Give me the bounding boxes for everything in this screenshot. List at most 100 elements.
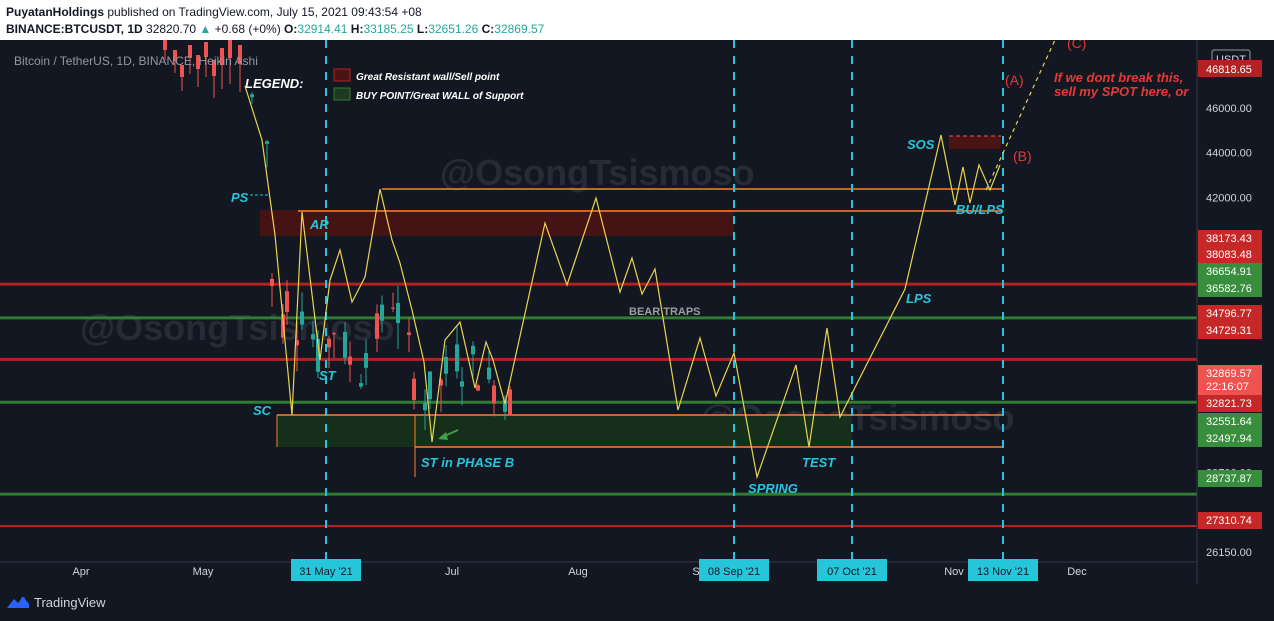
candle-body	[439, 379, 443, 386]
annotation-label: AR	[309, 217, 329, 232]
price-tag	[1198, 395, 1262, 412]
candle-body	[391, 307, 395, 309]
annotation-label: ST in PHASE B	[421, 455, 514, 470]
price-tag-label: 28737.87	[1206, 473, 1252, 485]
x-tick-label: May	[193, 566, 214, 578]
price-tag-label: 32551.64	[1206, 416, 1252, 428]
y-tick-label: 46000.00	[1206, 103, 1252, 115]
price-tag	[1198, 512, 1262, 529]
y-tick-label: 26150.00	[1206, 547, 1252, 559]
price-tag-label: 22:16:07	[1206, 381, 1249, 393]
candle-body	[471, 345, 475, 355]
price-axis[interactable]: USDT46818.6526150.0029700.0034000.003600…	[1196, 40, 1262, 584]
watermark-text: @OsongTsismoso	[440, 152, 754, 193]
close-value: 32869.57	[494, 22, 545, 36]
candle-body	[163, 40, 167, 50]
candle-body	[364, 353, 368, 368]
time-axis[interactable]: Apr May Jul Aug S Nov Dec 31 May '21 08 Sep '21 0…	[0, 559, 1197, 581]
annotation-label: ST	[319, 368, 337, 383]
resist-legend-label: Great Resistant wall/Sell point	[356, 72, 500, 83]
publish-header: PuyatanHoldings published on TradingView…	[0, 0, 1274, 40]
y-tick-label: 42000.00	[1206, 192, 1252, 204]
candle-body	[300, 311, 304, 325]
candle-body	[188, 45, 192, 58]
date-badge-label: 31 May '21	[299, 566, 352, 578]
annotation-label: SPRING	[748, 481, 798, 496]
annotation-label: PS	[231, 190, 249, 205]
candles	[163, 40, 512, 431]
legend-heading: LEGEND:	[245, 76, 304, 91]
date-badge	[699, 559, 769, 581]
candle-body	[428, 371, 432, 400]
price-tag	[1198, 413, 1262, 430]
price-tag	[1198, 280, 1262, 297]
y-tick-label: 44000.00	[1206, 148, 1252, 160]
candle-body	[316, 338, 320, 372]
x-tick-label: Dec	[1067, 566, 1087, 578]
candle-body	[332, 333, 336, 335]
price-tag-label: 32497.94	[1206, 433, 1252, 445]
tradingview-brand[interactable]: TradingView	[34, 595, 106, 610]
date-badge	[817, 559, 887, 581]
annotation-label: (A)	[1005, 72, 1024, 88]
price-tag-label: 27310.74	[1206, 515, 1252, 527]
price-tag-label: 36654.91	[1206, 266, 1252, 278]
watermark-text: @OsongTsismoso	[80, 307, 394, 348]
price-tag-label: 32869.57	[1206, 368, 1252, 380]
price-tag	[1198, 246, 1262, 263]
candle-body	[173, 50, 177, 61]
annotation-label: (C)	[1067, 40, 1086, 51]
price-tag-label: 34796.77	[1206, 308, 1252, 320]
date-badge-label: 08 Sep '21	[708, 566, 760, 578]
candle-body	[295, 340, 299, 346]
x-tick-label: Apr	[72, 566, 89, 578]
resist-swatch	[333, 68, 351, 82]
candle-body	[212, 60, 216, 76]
candle-body	[492, 385, 496, 404]
price-chart[interactable]: @OsongTsismoso@OsongTsismoso@OsongTsismo…	[0, 40, 1274, 584]
candle-body	[311, 334, 315, 340]
candle-body	[375, 313, 379, 339]
up-arrow-icon: ▲	[199, 22, 212, 36]
projection-path	[244, 40, 1056, 480]
chart-title: Bitcoin / TetherUS, 1D, BINANCE, Heikin …	[14, 54, 258, 68]
candle-body	[285, 291, 289, 312]
candle-body	[270, 278, 274, 287]
candle-body	[204, 42, 208, 57]
tradingview-logo-icon[interactable]	[6, 594, 30, 610]
published-text: published on TradingView.com, July 15, 2…	[107, 5, 422, 19]
candle-body	[238, 45, 242, 64]
price-tag-label: 34729.31	[1206, 325, 1252, 337]
footer: TradingView	[0, 584, 1274, 621]
annotation-label: sell my SPOT here, or	[1054, 84, 1189, 99]
price-tag	[1198, 430, 1262, 447]
price-tag	[1198, 305, 1262, 322]
high-label: H:	[350, 22, 364, 36]
close-label: C:	[481, 22, 495, 36]
candle-body	[396, 303, 400, 324]
price-tag-label: 36582.76	[1206, 283, 1252, 295]
candle-body	[508, 389, 512, 416]
annotations: PS AR ST SC ST in PHASE B BEAR TRAPS SPRING TES…	[231, 40, 1189, 496]
candle-body	[444, 356, 448, 374]
author-name[interactable]: PuyatanHoldings	[6, 5, 105, 19]
candle-body	[455, 344, 459, 372]
support-swatch	[333, 87, 351, 101]
candle-body	[380, 304, 384, 321]
resistance-zone-top	[949, 136, 1001, 149]
open-value: 32914.41	[297, 22, 348, 36]
price-change: +0.68 (+0%)	[214, 22, 281, 36]
annotation-label: BU/LPS	[956, 202, 1004, 217]
vertical-date-lines	[325, 40, 1004, 562]
annotation-label: BEAR TRAPS	[629, 306, 701, 318]
date-badge-label: 13 Nov '21	[977, 566, 1029, 578]
price-tag	[1198, 60, 1262, 77]
price-tag	[1198, 322, 1262, 339]
candle-body	[412, 378, 416, 401]
candle-body	[348, 356, 352, 365]
annotation-label: If we dont break this,	[1054, 70, 1183, 85]
price-tag	[1198, 263, 1262, 280]
low-value: 32651.26	[428, 22, 479, 36]
candle-body	[220, 48, 224, 65]
date-badge	[291, 559, 361, 581]
